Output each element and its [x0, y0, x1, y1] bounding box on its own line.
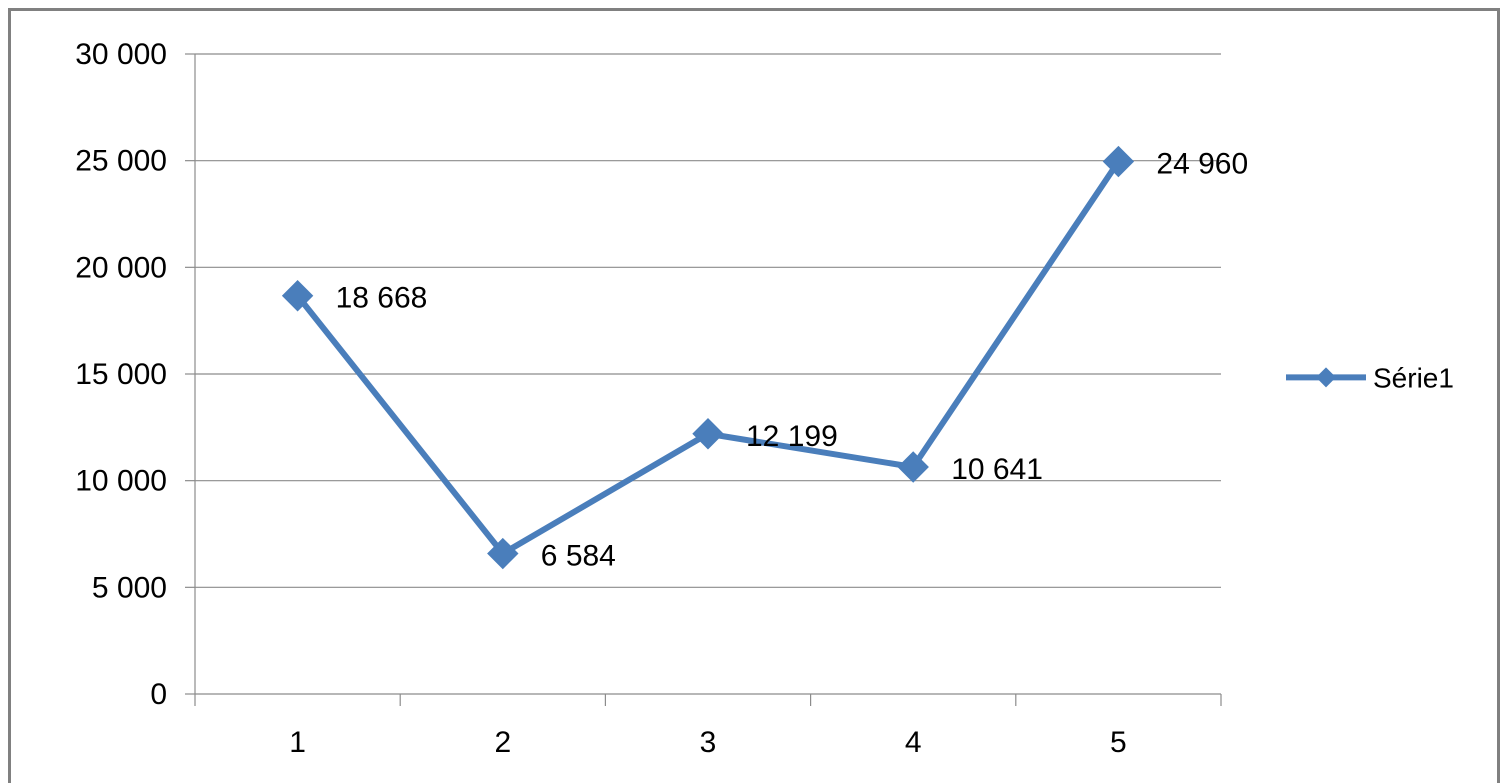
y-tick-label: 20 000 — [75, 251, 167, 284]
x-tick-label: 5 — [1110, 726, 1127, 759]
y-tick-label: 30 000 — [75, 38, 167, 71]
x-tick-label: 1 — [289, 726, 306, 759]
data-label: 10 641 — [951, 453, 1043, 486]
y-tick-label: 15 000 — [75, 358, 167, 391]
data-label: 12 199 — [746, 420, 838, 453]
series-line-serie1 — [294, 158, 1122, 557]
series-markers — [281, 145, 1135, 570]
data-point-marker — [487, 537, 519, 570]
y-tick-label: 25 000 — [75, 145, 167, 178]
y-axis-tick-labels: 0 5 000 10 000 15 000 20 000 25 000 30 000 — [75, 38, 167, 711]
legend-label-serie1: Série1 — [1373, 362, 1454, 393]
data-point-marker — [1102, 145, 1135, 178]
data-point-marker — [281, 280, 314, 312]
y-tick-label: 10 000 — [75, 465, 167, 498]
gridlines — [195, 53, 1221, 588]
data-label: 24 960 — [1156, 148, 1248, 181]
data-point-marker — [897, 451, 929, 483]
x-tick-label: 2 — [494, 726, 511, 759]
legend-diamond-marker — [1316, 367, 1336, 388]
data-label: 18 668 — [336, 282, 428, 315]
chart-frame: 0 5 000 10 000 15 000 20 000 25 000 30 000 1 2 3… — [8, 8, 1500, 783]
y-tick-label: 5 000 — [92, 571, 167, 604]
x-tick-label: 3 — [700, 726, 717, 759]
series-lines — [294, 158, 1122, 557]
y-tick-label: 0 — [150, 678, 167, 711]
data-labels: 18 668 6 584 12 199 10 641 24 960 — [336, 148, 1249, 573]
x-axis-tick-labels: 1 2 3 4 5 — [289, 726, 1126, 759]
data-point-marker — [692, 418, 724, 450]
data-label: 6 584 — [541, 540, 616, 573]
axes — [185, 53, 1222, 706]
legend: Série1 — [1286, 362, 1454, 393]
x-tick-label: 4 — [905, 726, 922, 759]
line-chart: 0 5 000 10 000 15 000 20 000 25 000 30 000 1 2 3… — [75, 38, 1454, 759]
